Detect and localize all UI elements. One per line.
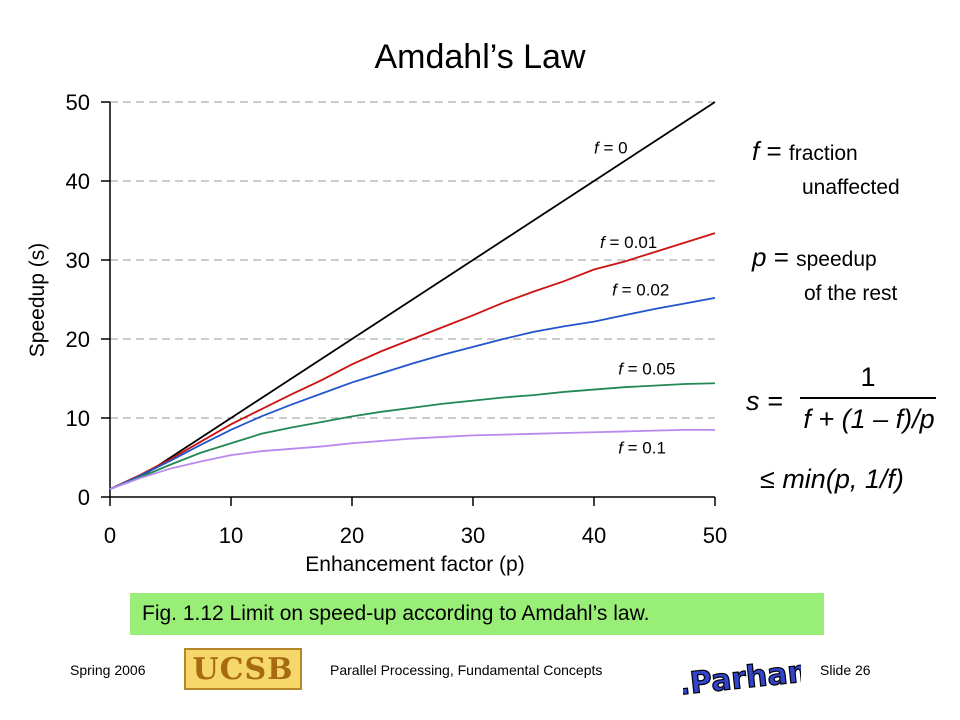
slide-title: Amdahl’s Law: [374, 38, 586, 76]
ucsb-logo: UCSB: [184, 648, 302, 690]
formula-lhs: s =: [746, 386, 783, 416]
series-line: [109, 428, 715, 490]
series-label-symbol: f: [612, 281, 619, 300]
signature-text: B.Parhami: [683, 652, 801, 700]
chart-series: [109, 101, 716, 490]
formula-numerator: 1: [860, 362, 876, 392]
x-tick-label: 50: [703, 523, 727, 548]
y-axis-label: Speedup (s): [26, 243, 49, 357]
formula-denominator: f + (1 – f)/p: [803, 404, 935, 434]
y-tick-label: 30: [66, 248, 90, 273]
signature-logo: B.Parhami: [683, 651, 801, 700]
y-tick-label: 50: [66, 90, 90, 115]
x-tick-label: 20: [340, 523, 364, 548]
x-axis-label: Enhancement factor (p): [305, 553, 524, 576]
x-tick-label: 0: [104, 523, 116, 548]
figure-caption: Fig. 1.12 Limit on speed-up according to…: [130, 593, 824, 635]
x-tick-label: 30: [461, 523, 485, 548]
chart-series-labels: f = 0f = 0.01f = 0.02f = 0.05f = 0.1: [594, 138, 675, 457]
series-label-symbol: f: [594, 138, 601, 157]
y-tick-label: 0: [78, 485, 90, 510]
f-equals: =: [759, 136, 789, 166]
x-tick-label: 10: [219, 523, 243, 548]
series-label: f = 0: [594, 138, 628, 157]
footer-slide-number: Slide 26: [820, 662, 871, 678]
series-line: [109, 232, 716, 490]
x-tick-label: 40: [582, 523, 606, 548]
y-tick-label: 40: [66, 169, 90, 194]
p-description: speedup: [796, 248, 877, 271]
series-line: [109, 297, 716, 490]
series-label-value: = 0.05: [623, 360, 675, 379]
series-label: f = 0.02: [612, 281, 669, 300]
chart-ticks: 0 10 20 30 40 50 0 10 20 30 40 50: [66, 90, 728, 548]
footer-date: Spring 2006: [70, 662, 146, 678]
p-equals: =: [766, 242, 797, 272]
f-symbol: f: [752, 136, 760, 166]
series-label: f = 0.01: [600, 233, 657, 252]
f-description-line2: unaffected: [802, 176, 900, 199]
formula-bound: ≤ min(p, 1/f): [760, 464, 904, 494]
p-definition: p = speedup: [752, 242, 877, 273]
series-label-symbol: f: [618, 360, 625, 379]
y-tick-label: 20: [66, 327, 90, 352]
f-definition: f = fraction: [752, 136, 858, 167]
series-label-symbol: f: [618, 439, 625, 458]
series-line: [109, 101, 716, 490]
series-label: f = 0.05: [618, 360, 675, 379]
series-label: f = 0.1: [618, 439, 666, 458]
f-description: fraction: [788, 142, 858, 165]
formula-fraction-bar: [800, 397, 936, 399]
p-symbol: p: [752, 242, 767, 272]
series-line: [109, 382, 716, 490]
chart-axes: [109, 102, 715, 498]
series-label-symbol: f: [600, 233, 607, 252]
series-label-value: = 0.1: [623, 439, 666, 458]
p-description-line2: of the rest: [804, 282, 898, 305]
series-label-value: = 0: [599, 138, 628, 157]
series-label-value: = 0.01: [605, 233, 657, 252]
footer-course-title: Parallel Processing, Fundamental Concept…: [330, 662, 603, 678]
y-tick-label: 10: [66, 406, 90, 431]
series-label-value: = 0.02: [617, 281, 669, 300]
